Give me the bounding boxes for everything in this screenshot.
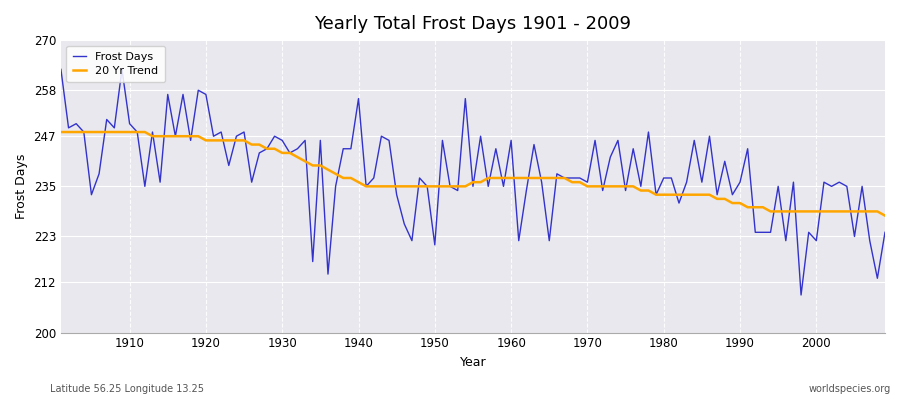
Frost Days: [879, 230, 890, 235]
Line: 20 Yr Trend: 20 Yr Trend: [61, 132, 885, 216]
20 Yr Trend: [598, 184, 608, 189]
Title: Yearly Total Frost Days 1901 - 2009: Yearly Total Frost Days 1901 - 2009: [314, 15, 632, 33]
Frost Days: [330, 184, 341, 189]
20 Yr Trend: [330, 172, 341, 176]
Frost Days: [796, 292, 806, 297]
Frost Days: [56, 67, 67, 72]
20 Yr Trend: [498, 176, 508, 180]
Text: Latitude 56.25 Longitude 13.25: Latitude 56.25 Longitude 13.25: [50, 384, 203, 394]
Text: worldspecies.org: worldspecies.org: [809, 384, 891, 394]
Frost Days: [506, 138, 517, 143]
Legend: Frost Days, 20 Yr Trend: Frost Days, 20 Yr Trend: [67, 46, 166, 82]
20 Yr Trend: [117, 130, 128, 134]
20 Yr Trend: [284, 150, 295, 155]
Y-axis label: Frost Days: Frost Days: [15, 154, 28, 219]
Frost Days: [284, 150, 295, 155]
20 Yr Trend: [506, 176, 517, 180]
X-axis label: Year: Year: [460, 356, 486, 369]
Frost Days: [117, 67, 128, 72]
Frost Days: [598, 188, 608, 193]
20 Yr Trend: [879, 213, 890, 218]
Line: Frost Days: Frost Days: [61, 69, 885, 295]
20 Yr Trend: [56, 130, 67, 134]
Frost Days: [498, 184, 508, 189]
